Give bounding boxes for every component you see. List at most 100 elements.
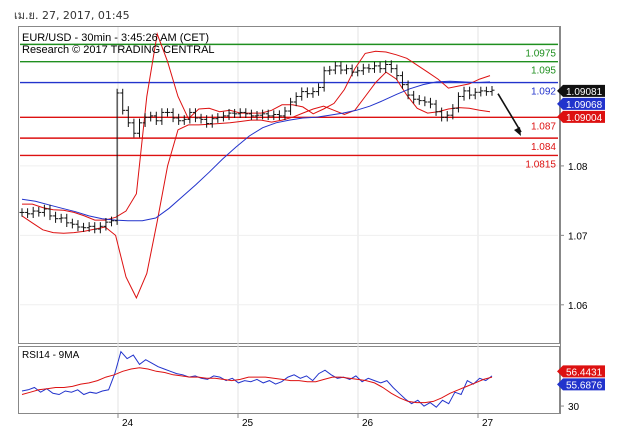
price-bar (159, 108, 165, 125)
grid-lines (20, 27, 558, 413)
rsi-plot-frame (18, 346, 560, 414)
price-bar (19, 208, 25, 217)
price-bar (120, 88, 126, 115)
forecast-arrow-shaft (497, 93, 522, 133)
price-bar (444, 111, 450, 122)
price-bar (366, 63, 372, 73)
price-bar (41, 204, 47, 217)
y-tick-label: 1.07 (568, 231, 588, 242)
price-bar (427, 97, 433, 109)
price-tag-box (557, 97, 605, 110)
y-tick-label: 1.08 (568, 162, 588, 173)
price-bar (405, 80, 411, 100)
rsi-indicator: 30 56.4431 55.6876 (21, 350, 605, 413)
chart-title: EUR/USD - 30min - 3:45:26 AM (CET) (22, 32, 209, 44)
price-bar (327, 65, 333, 75)
price-bar (360, 63, 366, 75)
price-bar (304, 87, 310, 98)
price-bar (394, 64, 400, 80)
chart-subtitle: Research © 2017 TRADING CENTRAL (22, 44, 215, 56)
price-bar (467, 86, 473, 100)
price-bar (75, 220, 81, 232)
rsi-title: RSI14 - 9MA (22, 350, 80, 361)
rsi-ma-line (21, 367, 493, 404)
price-bar (388, 60, 394, 73)
price-bar (181, 115, 187, 125)
price-bar (293, 92, 299, 107)
price-bar (64, 213, 70, 228)
price-bar (355, 66, 361, 77)
price-tag-2: 1.09004 (557, 110, 605, 124)
price-bar (137, 118, 142, 138)
price-bar (215, 113, 221, 123)
price-bar (344, 64, 350, 75)
forecast-arrow (497, 93, 522, 137)
price-bar (47, 204, 53, 221)
level-label-5: 1.0815 (525, 159, 556, 170)
price-bar (109, 216, 115, 227)
price-bar (30, 206, 36, 218)
price-bar (25, 208, 31, 218)
price-bar (254, 111, 260, 121)
rsi-tag-0: 56.4431 (557, 365, 605, 378)
price-bar (53, 211, 59, 223)
price-bar (282, 106, 288, 121)
price-bar (86, 222, 92, 232)
price-tag-box (557, 84, 605, 97)
price-bar (58, 213, 64, 223)
price-bar (148, 111, 154, 122)
report-date: เม.ย. 27, 2017, 01:45 (14, 9, 130, 22)
x-tick-label: 25 (242, 418, 254, 429)
price-tag-label: 1.09081 (566, 87, 603, 98)
price-bar (97, 222, 103, 234)
x-tick-label: 24 (122, 418, 134, 429)
price-bar (372, 61, 377, 73)
price-bar (288, 97, 294, 116)
price-bar (265, 109, 271, 121)
price-bar (316, 83, 322, 96)
price-tag-1: 1.09068 (557, 97, 605, 111)
price-tag-0: 1.09081 (557, 84, 605, 98)
price-bar (450, 104, 456, 120)
price-bar (153, 111, 159, 125)
price-bar (103, 217, 109, 231)
price-bar (411, 90, 417, 104)
price-bar (472, 88, 478, 100)
price-bar (377, 61, 383, 73)
price-bar (164, 108, 170, 117)
price-bar (187, 108, 193, 124)
rsi-y-tick-label: 30 (568, 402, 580, 413)
rsi-tag-label: 56.4431 (566, 367, 603, 378)
price-tags: 1.09081 1.09068 1.09004 (557, 84, 605, 124)
forecast-arrow-head (514, 127, 521, 137)
price-bar (192, 108, 198, 123)
level-label-4: 1.084 (531, 142, 556, 153)
price-bar (248, 109, 254, 121)
level-label-1: 1.095 (531, 66, 556, 77)
y-tick-label: 1.06 (568, 301, 588, 312)
price-bar (276, 110, 282, 121)
rsi-tag-box (557, 378, 605, 391)
price-bar (176, 113, 182, 125)
price-bar (321, 66, 327, 92)
price-bar (422, 96, 428, 107)
upper-band-line (22, 31, 491, 221)
moving-average-line (21, 80, 491, 222)
price-bar (243, 108, 249, 118)
level-label-2: 1.092 (531, 87, 556, 98)
level-label-3: 1.087 (531, 121, 556, 132)
price-bar (198, 113, 204, 124)
price-bar (260, 109, 266, 120)
main-plot-frame (18, 26, 560, 344)
price-bar (36, 206, 42, 217)
x-tick-label: 26 (362, 418, 374, 429)
price-bar (299, 87, 305, 101)
price-bar (232, 108, 238, 118)
price-bar (338, 61, 344, 75)
price-bar (416, 95, 422, 105)
price-bar (237, 108, 243, 118)
price-bar (226, 108, 232, 121)
y-axis-ticks: 1.06 1.07 1.08 (560, 162, 588, 312)
price-bar (204, 115, 210, 128)
